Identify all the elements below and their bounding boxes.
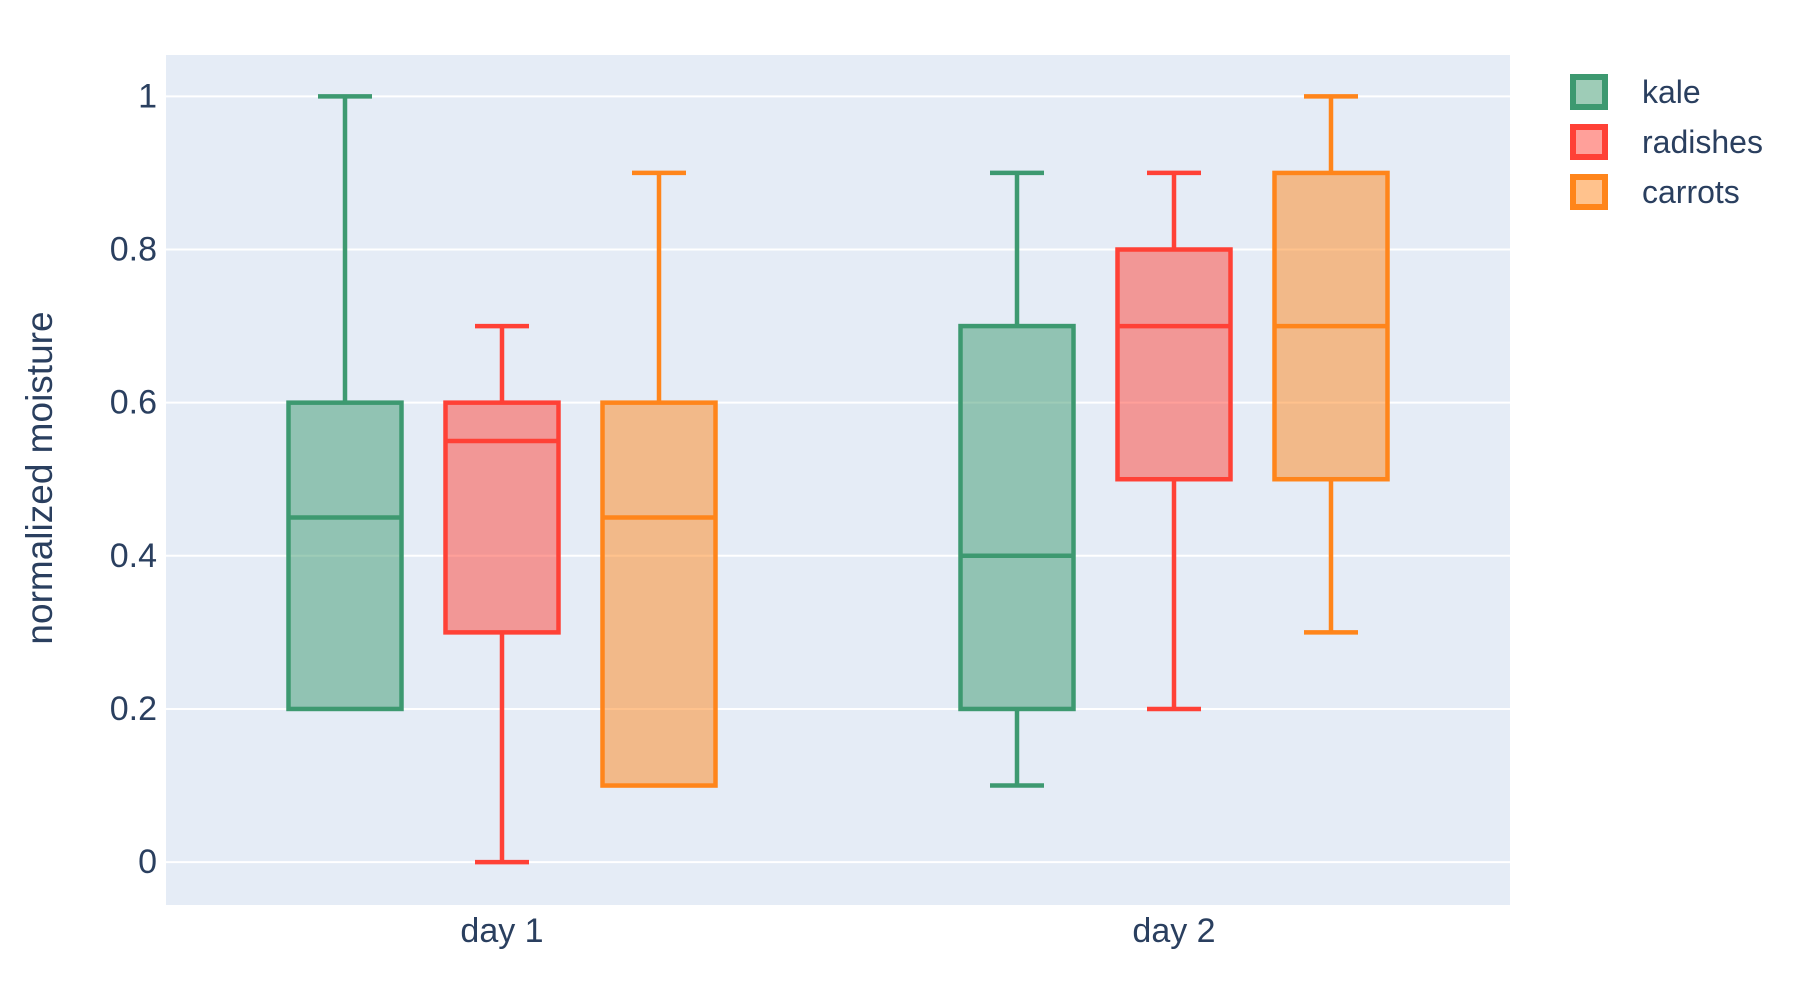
box-kale-day-2[interactable] xyxy=(958,170,1076,788)
iqr-box xyxy=(600,400,718,788)
y-tick-label: 0 xyxy=(138,843,157,881)
y-tick-label: 0.2 xyxy=(110,690,157,728)
x-tick-label: day 1 xyxy=(460,912,543,950)
x-tick-label: day 2 xyxy=(1132,912,1215,950)
legend-swatch-carrots xyxy=(1570,174,1608,210)
iqr-box xyxy=(443,400,561,635)
y-axis-title: normalized moisture xyxy=(19,311,60,645)
box-carrots-day-1[interactable] xyxy=(600,170,718,788)
box-radishes-day-1[interactable] xyxy=(443,323,561,865)
legend-label-kale: kale xyxy=(1642,73,1701,110)
y-tick-label: 0.4 xyxy=(110,537,157,575)
legend-swatch-radishes xyxy=(1570,124,1608,160)
legend-swatch-kale xyxy=(1570,74,1608,110)
legend-item-kale[interactable]: kale xyxy=(1570,67,1763,117)
iqr-box xyxy=(1115,247,1233,482)
iqr-box xyxy=(958,323,1076,712)
legend: kale radishes carrots xyxy=(1570,67,1763,217)
y-tick-label: 0.6 xyxy=(110,384,157,422)
iqr-box xyxy=(286,400,404,712)
legend-item-carrots[interactable]: carrots xyxy=(1570,167,1763,217)
y-tick-label: 1 xyxy=(138,77,157,115)
legend-item-radishes[interactable]: radishes xyxy=(1570,117,1763,167)
legend-label-carrots: carrots xyxy=(1642,173,1740,210)
box-kale-day-1[interactable] xyxy=(286,94,404,712)
box-carrots-day-2[interactable] xyxy=(1272,94,1390,635)
box-radishes-day-2[interactable] xyxy=(1115,170,1233,712)
legend-label-radishes: radishes xyxy=(1642,123,1763,160)
y-tick-label: 0.8 xyxy=(110,231,157,269)
